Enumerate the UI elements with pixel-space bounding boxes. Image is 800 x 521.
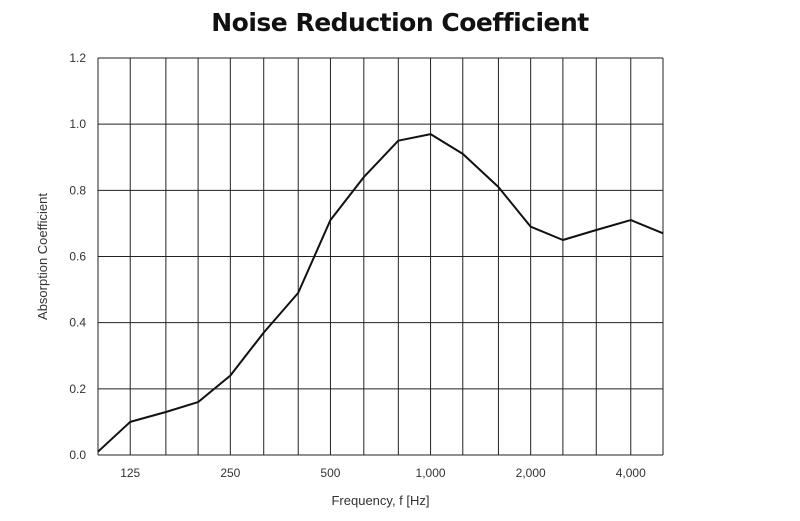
data-point xyxy=(296,291,300,295)
chart-title: Noise Reduction Coefficient xyxy=(211,8,589,37)
data-point xyxy=(429,132,433,136)
x-tick-label: 2,000 xyxy=(516,466,546,480)
data-point xyxy=(496,185,500,189)
x-tick-label: 4,000 xyxy=(616,466,646,480)
data-point xyxy=(661,231,665,235)
data-point xyxy=(328,218,332,222)
data-point xyxy=(629,218,633,222)
data-point xyxy=(228,374,232,378)
data-point xyxy=(529,225,533,229)
data-point xyxy=(594,228,598,232)
y-axis-label: Absorption Coefficient xyxy=(35,193,50,320)
x-tick-label: 1,000 xyxy=(416,466,446,480)
y-tick-label: 0.2 xyxy=(69,382,86,396)
x-axis-label: Frequency, f [Hz] xyxy=(331,493,429,508)
data-point xyxy=(128,420,132,424)
data-point xyxy=(164,410,168,414)
y-tick-label: 0.6 xyxy=(69,250,86,264)
data-point xyxy=(262,331,266,335)
data-point xyxy=(461,152,465,156)
y-tick-label: 0.0 xyxy=(69,448,86,462)
x-tick-label: 250 xyxy=(220,466,240,480)
y-tick-label: 1.0 xyxy=(69,117,86,131)
data-point xyxy=(96,450,100,454)
y-tick-label: 0.4 xyxy=(69,316,86,330)
series-line xyxy=(97,133,664,453)
x-tick-label: 500 xyxy=(320,466,340,480)
data-point xyxy=(196,400,200,404)
data-point xyxy=(362,175,366,179)
data-point xyxy=(396,139,400,143)
x-tick-label: 125 xyxy=(120,466,140,480)
y-tick-label: 1.2 xyxy=(69,51,86,65)
data-point xyxy=(561,238,565,242)
y-tick-label: 0.8 xyxy=(69,183,86,197)
